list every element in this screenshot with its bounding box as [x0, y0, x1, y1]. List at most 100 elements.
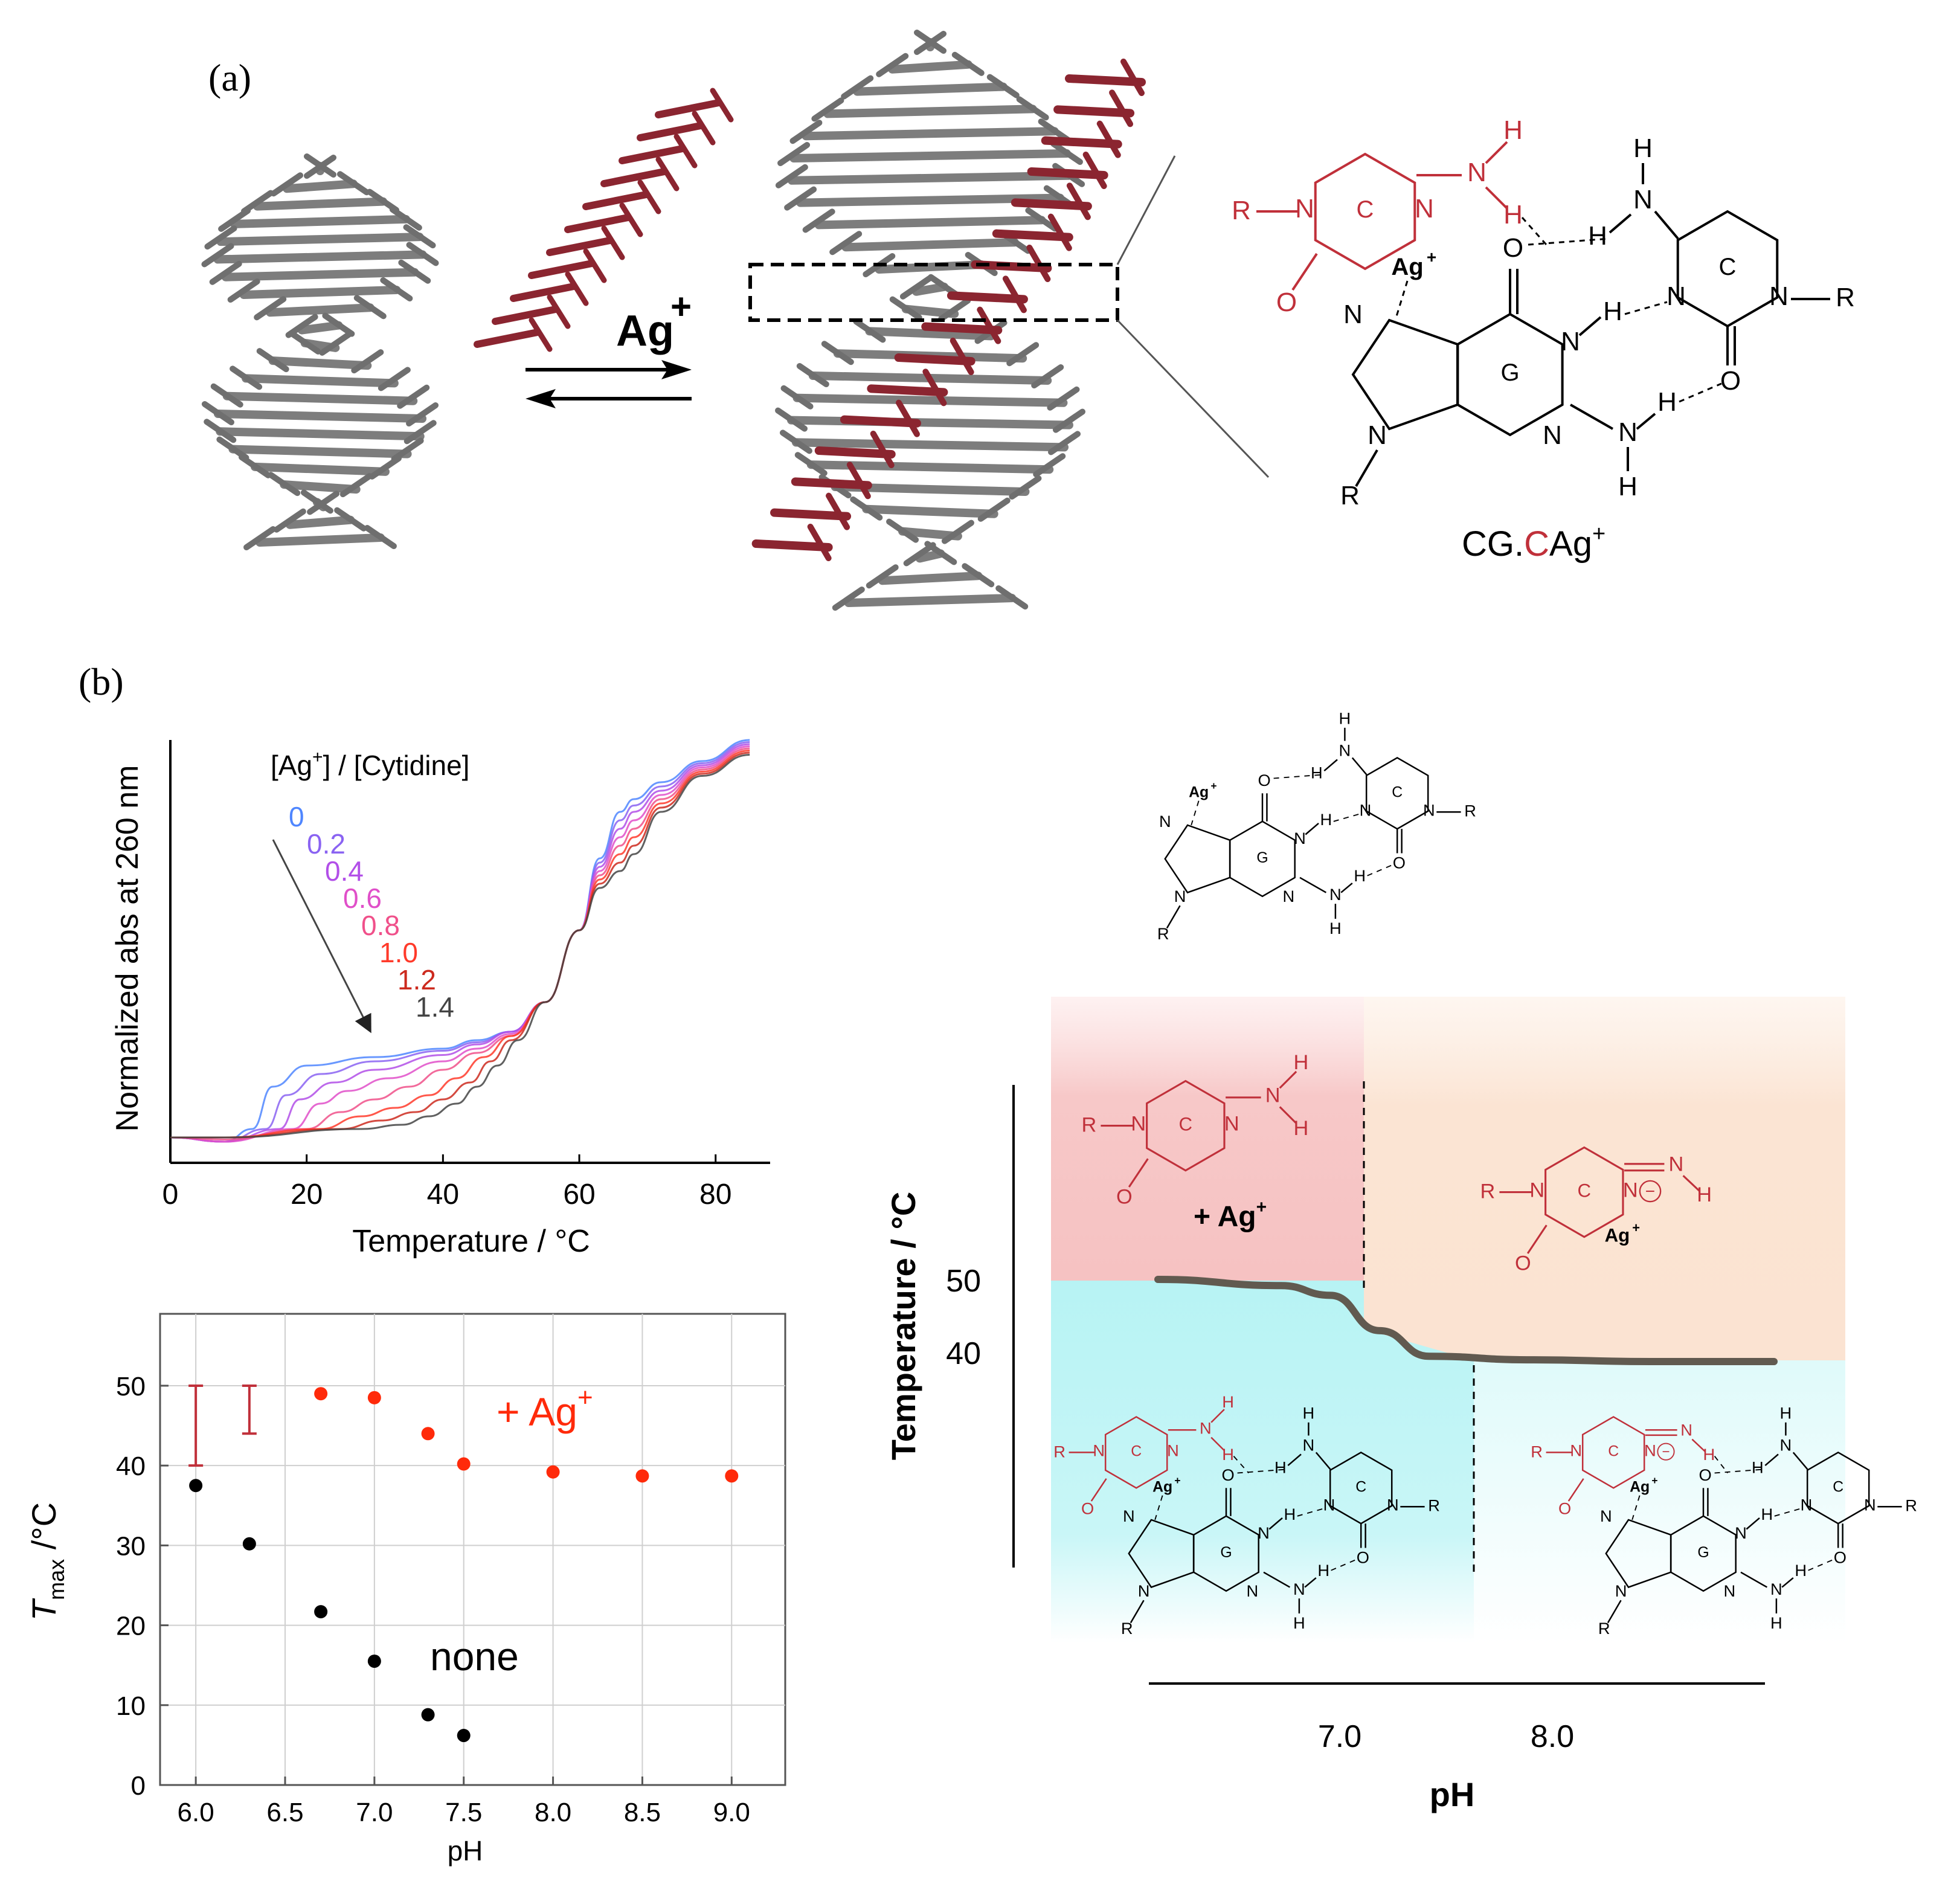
atom-label: H	[1633, 133, 1653, 163]
atom-label: N	[1323, 1496, 1335, 1514]
atom-label: H	[1354, 866, 1366, 885]
triplex-duplex-base-pair	[806, 131, 1054, 136]
atom-label: N	[1623, 1179, 1638, 1201]
atom-label: R	[1598, 1619, 1610, 1638]
tmax-x-tick-label: 6.0	[178, 1798, 214, 1827]
atom-label: N	[1387, 1496, 1399, 1514]
atom-label: N	[1294, 829, 1306, 847]
svg-text:Tmax /°C: Tmax /°C	[25, 1502, 69, 1621]
ag-ion-label: Ag	[616, 307, 674, 355]
atom-label: C	[1608, 1444, 1619, 1460]
triplex-duplex-base-pair	[796, 442, 1064, 447]
left-duplex-base-pair	[234, 219, 406, 224]
atom-label: H	[1339, 709, 1351, 728]
triplex-duplex-base-pair	[828, 109, 1032, 114]
melt-x-tick-label: 40	[427, 1179, 459, 1211]
phase-diagram: 50 40 7.0 8.0 pH Temperature / °C + Ag+ …	[884, 709, 1917, 1813]
hydrogen-bond	[1679, 384, 1721, 402]
covalent-bond	[1341, 883, 1352, 893]
tmax-vs-ph-chart: 6.0 6.5 7.0 7.5 8.0 8.5 9.0 0 10 20 30 40 50 pH Tmax…	[25, 1314, 785, 1867]
atom-label: H	[1320, 810, 1332, 829]
atom-label: H	[1311, 764, 1323, 782]
phase-y-label: Temperature / °C	[884, 1192, 922, 1461]
melt-x-tick-label: 0	[162, 1179, 179, 1211]
atom-label: N	[1570, 1441, 1582, 1460]
tmax-y-tick-label: 10	[116, 1691, 146, 1721]
atom-label: H	[1603, 297, 1622, 326]
red-strand-base	[532, 263, 592, 275]
atom-label: R	[1531, 1442, 1543, 1461]
atom-label: N	[1735, 1523, 1747, 1542]
left-duplex-base-pair	[273, 361, 368, 365]
atom-label: R	[1480, 1180, 1496, 1203]
tmax-x-tick-label: 9.0	[713, 1798, 750, 1827]
tmax-point-ag	[314, 1387, 327, 1400]
atom-label: N	[1633, 185, 1653, 214]
atom-label: N	[1600, 1507, 1612, 1525]
atom-label: H	[1274, 1458, 1287, 1477]
atom-label: R	[1121, 1619, 1133, 1638]
atom-label: O	[1276, 288, 1297, 317]
ag-ion-charge: +	[670, 286, 692, 327]
left-duplex-base-pair	[290, 520, 350, 525]
left-duplex-base-pair	[244, 290, 397, 295]
figure-canvas: (a) Ag + N NCRONHHAg +GNNRONNHNHHCN N RONHH …	[0, 0, 1951, 1901]
atom-label: N	[1769, 281, 1789, 311]
covalent-bond	[1324, 760, 1337, 771]
left-duplex-base-pair	[287, 184, 353, 188]
tmax-point-ag	[457, 1458, 471, 1471]
tmax-point-none	[189, 1479, 202, 1492]
ring-bonds	[1165, 825, 1230, 893]
atom-label: H	[1588, 221, 1607, 251]
atom-label: R	[1053, 1442, 1065, 1461]
atom-label: N	[1529, 1179, 1544, 1201]
triplex-duplex-base-pair	[857, 87, 1003, 92]
tmax-point-ag	[547, 1465, 560, 1479]
silver-ion-label: Ag	[1630, 1479, 1650, 1496]
melt-series-line-1.4	[170, 755, 750, 1138]
atom-label: O	[1221, 1465, 1234, 1484]
melt-series-line-0.2	[170, 742, 750, 1142]
tmax-point-none	[368, 1655, 381, 1668]
region-high-ph-high-t	[1364, 997, 1845, 1360]
atom-label: O	[1503, 233, 1523, 263]
covalent-bond	[1305, 823, 1319, 835]
covalent-bond	[1293, 254, 1317, 290]
tmax-point-none	[243, 1537, 256, 1551]
melt-ratio-label: 0	[289, 801, 304, 832]
covalent-bond	[1580, 317, 1601, 335]
tmax-point-none	[457, 1729, 471, 1742]
atom-label: N	[1360, 801, 1372, 820]
melt-series-line-0.6	[170, 747, 750, 1142]
atom-label: C	[1833, 1479, 1843, 1496]
atom-label: H	[1293, 1613, 1305, 1632]
tmax-ag-label: + Ag+	[497, 1383, 593, 1434]
red-strand-base	[568, 217, 628, 230]
left-duplex-base-pair	[255, 467, 385, 472]
left-duplex-base-pair	[260, 538, 381, 542]
cytidine-strand-illustration	[477, 91, 731, 349]
atom-label: R	[1464, 802, 1476, 820]
atom-label: N	[1339, 741, 1351, 759]
covalent-bond	[1610, 214, 1631, 233]
covalent-bond	[1637, 414, 1655, 429]
tmax-y-tick-label: 50	[116, 1372, 146, 1401]
atom-label: R	[1428, 1496, 1440, 1515]
atom-label: H	[1222, 1445, 1234, 1464]
left-duplex-base-pair	[233, 449, 407, 454]
tmax-point-none	[422, 1708, 435, 1722]
left-duplex-base-pair	[257, 202, 383, 207]
silver-ion-charge: +	[1210, 780, 1217, 792]
zoom-line-top	[1117, 156, 1175, 265]
atom-label: O	[1834, 1548, 1847, 1566]
atom-label: R	[1232, 196, 1251, 225]
atom-label: N	[1138, 1581, 1150, 1600]
atom-label: N	[1131, 1112, 1146, 1135]
dna-duplex-left-illustration	[204, 156, 436, 547]
ring-bonds	[1353, 320, 1458, 429]
atom-label: O	[1558, 1499, 1571, 1518]
atom-label: C	[1179, 1113, 1193, 1134]
melt-legend-title: [Ag+] / [Cytidine]	[271, 747, 469, 781]
region-low-ph-high-t	[1051, 997, 1364, 1281]
triplex-duplex-base-pair	[797, 398, 1064, 403]
